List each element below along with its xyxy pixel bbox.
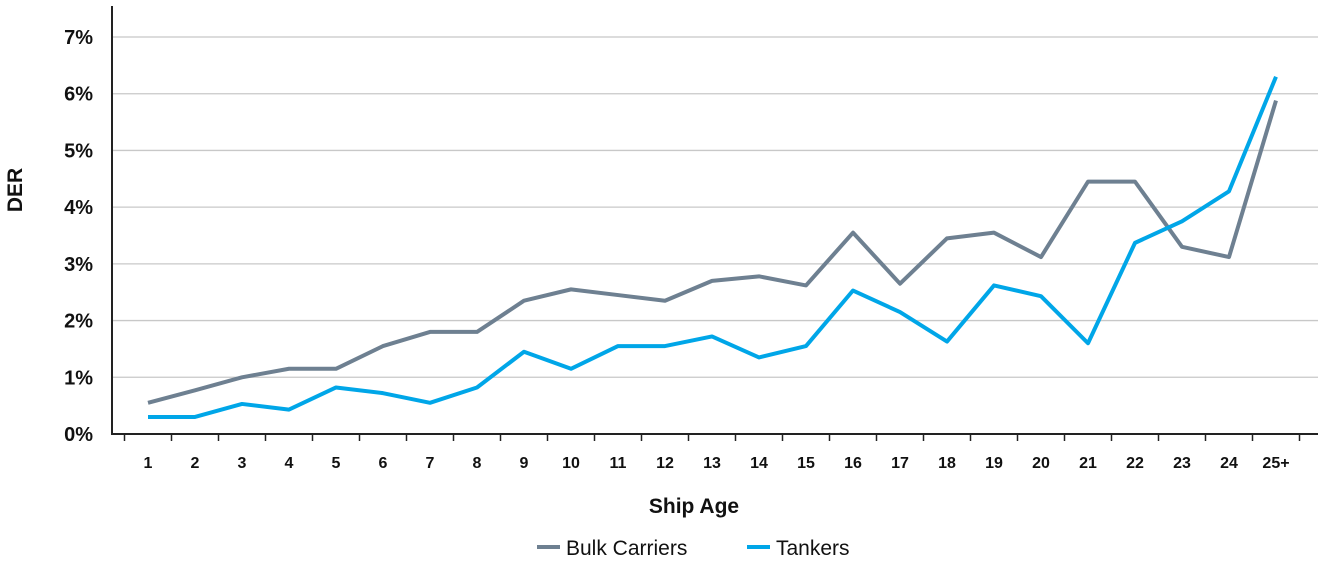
x-tick-label-17: 17 [891,455,909,472]
x-tick-label-18: 18 [938,455,956,472]
x-tick-label-22: 22 [1126,455,1144,472]
x-tick-label-3: 3 [238,455,247,472]
series-lines [147,75,1278,419]
y-tick-label-3: 3% [64,254,93,276]
y-tick-label-7: 7% [64,27,93,49]
y-tick-label-4: 4% [64,197,93,219]
x-tick-labels: 1 2 3 4 5 6 7 8 9 10 11 12 13 14 15 16 17 18 19 20 21 22 23 24 2… [144,455,1290,472]
x-tick-label-21: 21 [1079,455,1097,472]
x-tick-label-7: 7 [426,455,435,472]
series-line-tankers [148,75,1278,419]
y-tick-labels: 0% 1% 2% 3% 4% 5% 6% 7% [64,27,93,446]
y-axis-title: DER [4,168,27,212]
x-tick-label-24: 24 [1220,455,1238,472]
y-tick-label-6: 6% [64,84,93,106]
y-tick-label-1: 1% [64,367,93,389]
x-tick-label-11: 11 [610,455,627,472]
x-tick-label-13: 13 [703,455,721,472]
x-tick-label-1: 1 [144,455,153,472]
x-tick-label-6: 6 [379,455,388,472]
x-tick-label-15: 15 [797,455,815,472]
x-tick-label-20: 20 [1032,455,1050,472]
x-tick-label-8: 8 [473,455,482,472]
grid-lines [112,36,1318,378]
x-axis-title: Ship Age [649,495,739,518]
x-tick-label-10: 10 [562,455,580,472]
y-tick-label-0: 0% [64,424,93,446]
legend-label-bulk-carriers: Bulk Carriers [566,537,687,560]
x-tick-label-4: 4 [285,455,294,472]
x-tick-label-23: 23 [1173,455,1191,472]
legend-label-tankers: Tankers [776,537,850,560]
axes [111,6,1318,441]
series-line-bulk-carriers [147,99,1278,405]
x-tick-label-25+: 25+ [1262,455,1289,472]
x-tick-label-16: 16 [844,455,862,472]
x-tick-label-9: 9 [520,455,529,472]
x-tick-label-2: 2 [191,455,200,472]
x-tick-label-14: 14 [750,455,768,472]
y-tick-label-5: 5% [64,140,93,162]
x-tick-label-5: 5 [332,455,341,472]
x-tick-label-12: 12 [656,455,674,472]
legend: Bulk Carriers Tankers [537,537,850,560]
y-tick-label-2: 2% [64,311,93,333]
x-tick-label-19: 19 [985,455,1003,472]
